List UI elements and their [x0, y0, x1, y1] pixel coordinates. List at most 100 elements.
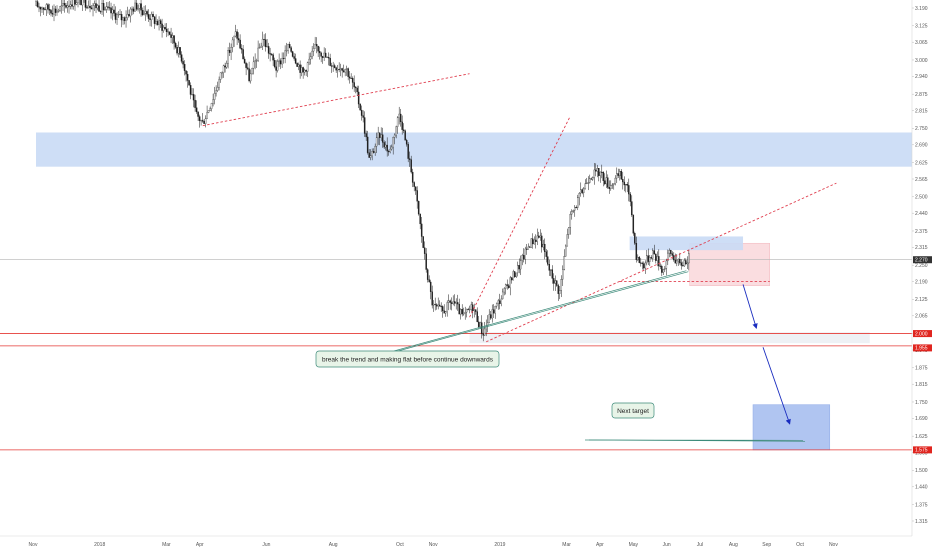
candle-body — [284, 50, 286, 59]
candle-body — [362, 115, 364, 118]
candle-body — [593, 169, 596, 178]
price-axis[interactable]: 3.190 3.125 3.065 3.000 2.940 2.875 2.815 2.750… — [912, 6, 932, 525]
candle-body — [583, 188, 585, 193]
candle-body — [324, 52, 327, 58]
candle-body — [658, 256, 660, 267]
candles-layer — [35, 0, 690, 342]
candle-body — [198, 116, 201, 121]
candle-body — [635, 243, 638, 260]
candle-body — [402, 129, 405, 131]
projection-arrow — [742, 284, 758, 329]
y-tick-label: 3.190 — [915, 6, 928, 12]
candle-body — [348, 76, 351, 79]
candle-body — [378, 132, 381, 138]
candle-body — [450, 302, 453, 304]
candle-body — [90, 7, 93, 10]
candle-body — [589, 178, 591, 183]
candle-body — [122, 17, 124, 21]
y-tick-label: 2.690 — [915, 143, 928, 149]
candle-body — [440, 306, 442, 308]
candle-body — [464, 311, 466, 314]
candle-body — [471, 304, 474, 312]
candle-body — [686, 262, 689, 265]
y-tick-label: 2.815 — [915, 108, 928, 114]
candle-body — [456, 302, 459, 305]
candle-body — [542, 243, 545, 248]
candle-body — [500, 298, 502, 304]
candle-body — [432, 303, 435, 306]
y-tick-label: 1.625 — [915, 434, 928, 440]
candle-body — [272, 54, 274, 61]
candle-body — [207, 110, 210, 113]
trendline — [486, 182, 837, 343]
candle-body — [519, 260, 522, 270]
candle-body — [161, 23, 163, 31]
candle-body — [56, 11, 58, 13]
candle-body — [300, 67, 303, 73]
candle-body — [509, 277, 511, 288]
y-tick-label: 2.565 — [915, 177, 928, 183]
candle-body — [613, 183, 615, 186]
candle-body — [107, 6, 109, 8]
candle-body — [498, 300, 501, 304]
candle-body — [134, 2, 136, 12]
candle-body — [71, 4, 73, 7]
candle-body — [557, 285, 560, 294]
annotation-box — [611, 402, 655, 419]
zone-small-resistance — [629, 236, 744, 251]
price-level-badge — [913, 446, 932, 454]
x-tick-label: Nov — [829, 542, 838, 548]
candle-body — [501, 291, 504, 300]
candle-body — [255, 60, 258, 62]
candle-body — [419, 213, 421, 225]
candle-body — [423, 247, 426, 254]
candle-body — [551, 269, 554, 279]
candle-body — [186, 74, 189, 81]
candle-body — [569, 213, 572, 228]
projection-arrow — [762, 347, 791, 425]
candle-body — [632, 214, 635, 234]
candle-body — [434, 303, 436, 305]
candle-body — [329, 57, 331, 66]
candle-body — [688, 253, 690, 264]
candle-body — [270, 54, 273, 56]
candle-body — [293, 56, 295, 59]
candle-body — [422, 236, 424, 248]
candle-body — [138, 3, 141, 9]
time-axis[interactable]: Nov 2018 Mar Apr Jun Aug Oct Nov 2019 Mar Apr May Ju… — [29, 542, 839, 548]
candle-body — [53, 8, 55, 15]
candle-body — [369, 155, 372, 158]
candle-body — [182, 61, 184, 65]
callout-line — [393, 270, 687, 352]
candle-body — [458, 303, 460, 315]
candle-body — [587, 182, 590, 184]
candle-body — [192, 94, 195, 101]
candle-body — [446, 302, 448, 312]
candle-body — [246, 67, 249, 69]
candle-body — [35, 1, 37, 6]
candle-body — [38, 6, 40, 8]
candle-body — [536, 235, 539, 242]
candle-body — [566, 234, 569, 247]
y-tick-label: 2.125 — [915, 297, 928, 303]
candle-body — [294, 58, 297, 64]
candle-body — [209, 108, 211, 111]
candle-body — [482, 333, 484, 336]
candle-body — [521, 255, 523, 261]
candle-body — [538, 235, 540, 238]
candle-body — [443, 310, 445, 314]
candle-body — [140, 3, 142, 11]
candle-body — [101, 3, 103, 13]
candle-body — [261, 38, 264, 47]
annotations-layer: break the trend and making flat before c… — [315, 270, 806, 442]
candle-body — [149, 18, 151, 20]
candle-body — [314, 44, 316, 49]
candle-body — [123, 17, 126, 21]
candle-body — [113, 9, 115, 14]
candle-body — [550, 269, 552, 271]
y-tick-label: 2.440 — [915, 211, 928, 217]
candle-body — [326, 57, 328, 58]
candle-body — [674, 259, 677, 264]
candle-body — [655, 253, 657, 261]
